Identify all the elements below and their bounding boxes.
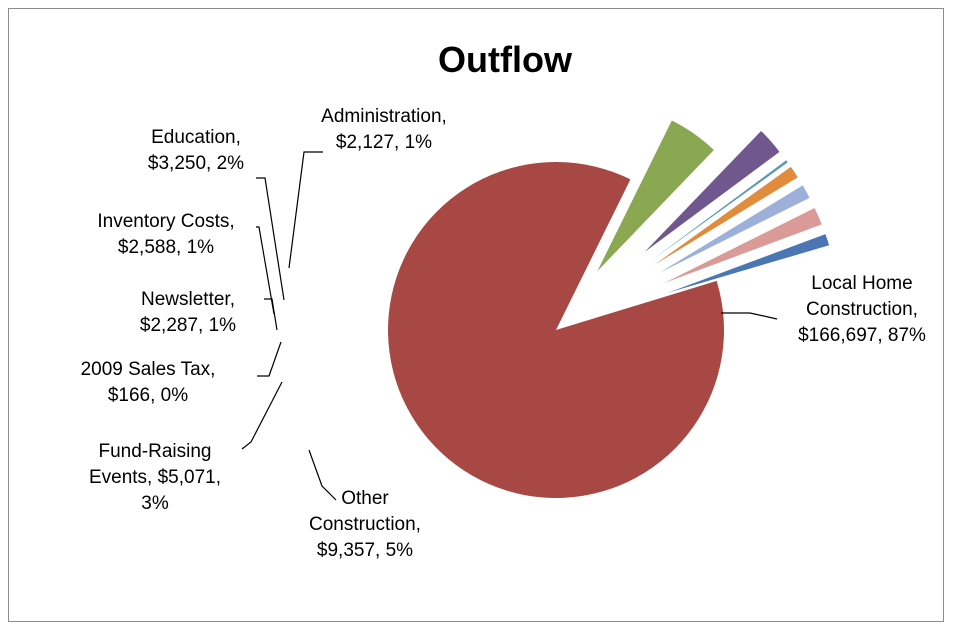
chart-title: Outflow xyxy=(438,39,573,80)
data-label-newsletter: Newsletter, $2,287, 1% xyxy=(140,289,236,336)
data-label-line: $2,588, 1% xyxy=(118,237,214,258)
data-label-inventory-costs: Inventory Costs, $2,588, 1% xyxy=(97,211,234,258)
data-label-line: 2009 Sales Tax, xyxy=(81,359,216,380)
data-label-line: Education, xyxy=(151,127,241,148)
data-label-line: $9,357, 5% xyxy=(317,540,413,561)
data-label-line: $166, 0% xyxy=(108,385,188,406)
pie-slice-inventory-costs xyxy=(659,185,810,273)
data-labels: Local Home Construction, $166,697, 87% Othe… xyxy=(81,106,926,561)
pie-slice-fund-raising-events xyxy=(644,130,780,253)
data-label-line: Other xyxy=(341,488,389,509)
data-label-line: $2,127, 1% xyxy=(336,132,432,153)
data-label-line: Events, $5,071, xyxy=(89,467,221,488)
data-label-education: Education, $3,250, 2% xyxy=(148,127,244,174)
data-label-line: Newsletter, xyxy=(141,289,235,310)
leader-line-other-construction xyxy=(308,449,337,501)
data-label-other-construction: Other Construction, $9,357, 5% xyxy=(309,488,421,561)
data-label-line: 3% xyxy=(141,493,169,514)
leader-line-local-home-construction xyxy=(721,312,778,320)
leader-lines xyxy=(241,151,778,501)
leader-line-inventory-costs xyxy=(256,226,275,315)
pie-slice-local-home-construction xyxy=(388,161,724,498)
data-label-line: $3,250, 2% xyxy=(148,153,244,174)
data-label-local-home-construction: Local Home Construction, $166,697, 87% xyxy=(798,273,926,346)
data-label-line: Fund-Raising xyxy=(99,441,212,462)
data-label-line: Local Home xyxy=(811,273,912,294)
data-label-2009-sales-tax: 2009 Sales Tax, $166, 0% xyxy=(81,359,216,406)
data-label-line: Construction, xyxy=(309,514,421,535)
data-label-line: Construction, xyxy=(806,299,918,320)
data-label-line: $166,697, 87% xyxy=(798,325,926,346)
data-label-line: $2,287, 1% xyxy=(140,315,236,336)
pie-slice-newsletter xyxy=(654,166,798,265)
leader-line-fund-raising-events xyxy=(241,381,283,450)
pie-slice-other-construction xyxy=(597,120,714,272)
data-label-administration: Administration, $2,127, 1% xyxy=(321,106,447,153)
pie-slice-2009-sales-tax xyxy=(651,160,788,261)
leader-line-education xyxy=(256,177,285,301)
pie-slice-education xyxy=(664,208,822,284)
data-label-line: Administration, xyxy=(321,106,447,127)
data-label-line: Inventory Costs, xyxy=(97,211,234,232)
leader-line-2009-sales-tax xyxy=(257,341,282,377)
leader-line-administration xyxy=(288,151,323,269)
pie-slices xyxy=(388,120,830,498)
data-label-fund-raising-events: Fund-Raising Events, $5,071, 3% xyxy=(89,441,221,514)
pie-slice-administration xyxy=(667,234,830,293)
leader-line-newsletter xyxy=(264,298,278,331)
